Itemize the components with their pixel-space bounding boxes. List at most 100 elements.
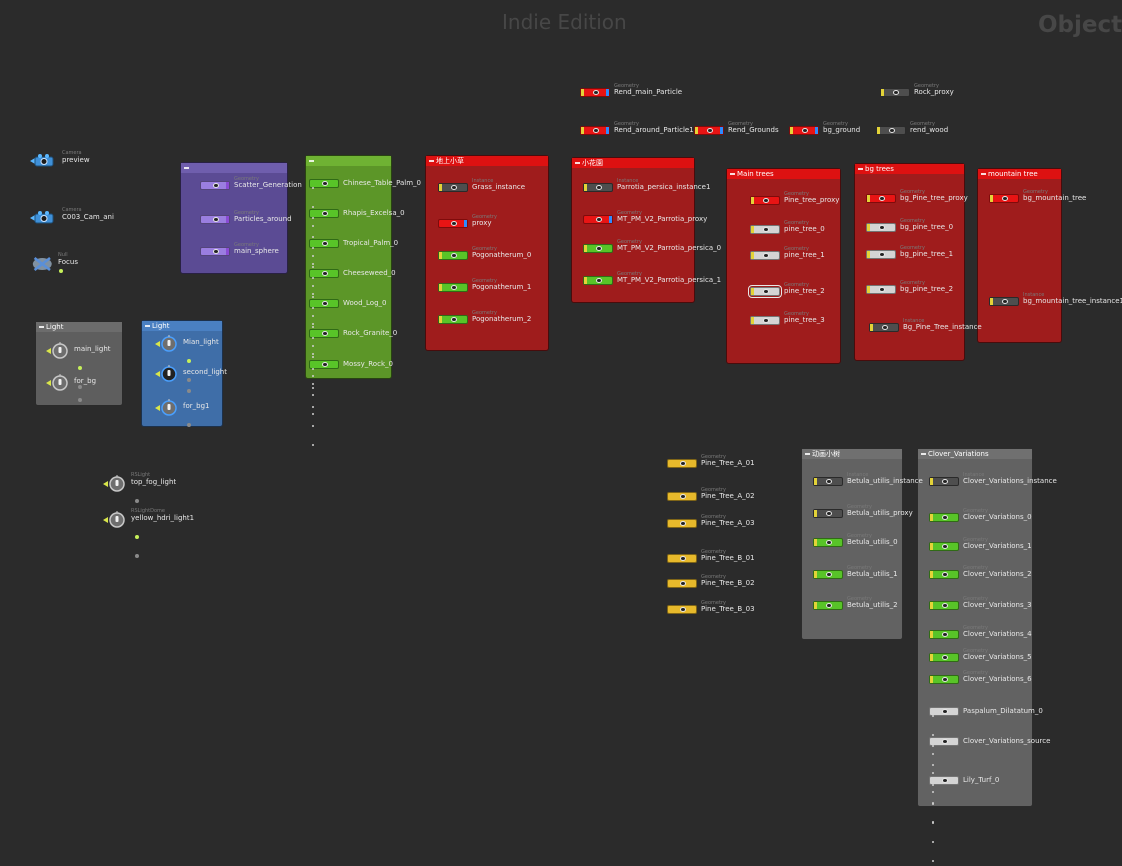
node-body[interactable] — [813, 538, 843, 547]
node-body[interactable] — [929, 737, 959, 746]
node-name-label[interactable]: bg_ground — [823, 126, 861, 134]
node-name-label[interactable]: Paspalum_Dilatatum_0 — [963, 707, 1043, 715]
display-flag[interactable] — [606, 89, 609, 96]
template-flag[interactable] — [814, 571, 817, 578]
node-name-label[interactable]: Clover_Variations_1 — [963, 542, 1032, 550]
node-name-label[interactable]: Pine_tree_proxy — [784, 196, 840, 204]
node-name-label[interactable]: Bg_Pine_Tree_instance — [903, 323, 982, 331]
node-body[interactable] — [309, 269, 339, 278]
node-body[interactable] — [438, 183, 468, 192]
node-name-label[interactable]: yellow_hdri_light1 — [131, 514, 195, 522]
template-flag[interactable] — [584, 277, 587, 284]
template-flag[interactable] — [814, 602, 817, 609]
node-name-label[interactable]: for_bg — [74, 377, 97, 385]
node-name-label[interactable]: Rend_around_Particle1 — [614, 126, 694, 134]
input-connectors[interactable] — [932, 702, 936, 797]
node-body[interactable] — [748, 285, 782, 298]
template-flag[interactable] — [990, 298, 993, 305]
template-flag[interactable] — [867, 286, 870, 293]
node-body[interactable] — [929, 601, 959, 610]
node-name-label[interactable]: Pine_Tree_A_03 — [701, 519, 755, 527]
node-name-label[interactable]: Pine_Tree_B_01 — [701, 554, 755, 562]
node-body[interactable] — [813, 601, 843, 610]
node-name-label[interactable]: Rend_main_Particle — [614, 88, 683, 96]
network-box-header[interactable] — [181, 163, 287, 173]
node-name-label[interactable]: Pine_Tree_A_01 — [701, 459, 755, 467]
display-flag[interactable] — [464, 220, 467, 227]
node-name-label[interactable]: Betula_utilis_1 — [847, 570, 898, 578]
node-body[interactable] — [309, 179, 339, 188]
display-flag[interactable] — [226, 248, 229, 255]
node-body[interactable] — [309, 360, 339, 369]
node-body[interactable] — [200, 247, 230, 256]
template-flag[interactable] — [877, 127, 880, 134]
template-flag[interactable] — [439, 316, 442, 323]
node-name-label[interactable]: bg_pine_tree_0 — [900, 223, 954, 231]
template-flag[interactable] — [581, 127, 584, 134]
node-body[interactable] — [929, 542, 959, 551]
node-body[interactable] — [438, 251, 468, 260]
node-name-label[interactable]: Pogonatherum_2 — [472, 315, 532, 323]
template-flag[interactable] — [790, 127, 793, 134]
node-body[interactable] — [866, 250, 896, 259]
node-body[interactable] — [667, 459, 697, 468]
template-flag[interactable] — [439, 252, 442, 259]
node-name-label[interactable]: Betula_utilis_instance — [847, 477, 923, 485]
node-name-label[interactable]: Grass_instance — [472, 183, 526, 191]
node-body[interactable] — [583, 183, 613, 192]
node-body[interactable] — [583, 244, 613, 253]
node-body[interactable] — [929, 630, 959, 639]
template-flag[interactable] — [751, 288, 754, 295]
node-body[interactable] — [309, 329, 339, 338]
template-flag[interactable] — [814, 478, 817, 485]
template-flag[interactable] — [814, 510, 817, 517]
template-flag[interactable] — [867, 224, 870, 231]
network-box-header[interactable]: mountain tree — [978, 169, 1061, 179]
input-connectors[interactable] — [312, 324, 316, 419]
node-body[interactable] — [667, 605, 697, 614]
template-flag[interactable] — [584, 184, 587, 191]
display-flag[interactable] — [815, 127, 818, 134]
node-name-label[interactable]: Betula_utilis_2 — [847, 601, 898, 609]
node-name-label[interactable]: Pogonatherum_1 — [472, 283, 532, 291]
network-box-header[interactable]: bg trees — [855, 164, 964, 174]
network-box-header[interactable]: Light — [36, 322, 122, 332]
node-body[interactable] — [750, 316, 780, 325]
network-box-light-grey[interactable]: Light — [35, 321, 123, 406]
node-body[interactable] — [667, 554, 697, 563]
network-box-header[interactable]: 地上小草 — [426, 156, 548, 166]
node-body[interactable] — [200, 215, 230, 224]
node-body[interactable] — [813, 509, 843, 518]
node-name-label[interactable]: bg_Pine_tree_proxy — [900, 194, 968, 202]
node-name-label[interactable]: Mian_light — [183, 338, 219, 346]
node-body[interactable] — [989, 194, 1019, 203]
node-body[interactable] — [750, 251, 780, 260]
node-name-label[interactable]: Tropical_Palm_0 — [343, 239, 399, 247]
template-flag[interactable] — [930, 571, 933, 578]
template-flag[interactable] — [581, 89, 584, 96]
node-name-label[interactable]: rend_wood — [910, 126, 949, 134]
node-name-label[interactable]: Pine_Tree_B_03 — [701, 605, 755, 613]
template-flag[interactable] — [751, 252, 754, 259]
node-name-label[interactable]: Clover_Variations_2 — [963, 570, 1032, 578]
node-body[interactable] — [929, 653, 959, 662]
node-name-label[interactable]: bg_pine_tree_1 — [900, 250, 954, 258]
node-name-label[interactable]: MT_PM_V2_Parrotia_proxy — [617, 215, 708, 223]
node-body[interactable] — [866, 285, 896, 294]
template-flag[interactable] — [930, 676, 933, 683]
template-flag[interactable] — [930, 543, 933, 550]
node-body[interactable] — [876, 126, 906, 135]
template-flag[interactable] — [881, 89, 884, 96]
node-body[interactable] — [580, 88, 610, 97]
network-box-header[interactable]: 动画小树 — [802, 449, 902, 459]
node-name-label[interactable]: Rhapis_Excelsa_0 — [343, 209, 405, 217]
node-body[interactable] — [813, 570, 843, 579]
node-name-label[interactable]: Pogonatherum_0 — [472, 251, 532, 259]
node-body[interactable] — [438, 219, 468, 228]
node-body[interactable] — [438, 315, 468, 324]
node-name-label[interactable]: Chinese_Table_Palm_0 — [343, 179, 421, 187]
network-box-clover[interactable]: Clover_Variations — [917, 448, 1033, 807]
node-body[interactable] — [929, 477, 959, 486]
template-flag[interactable] — [867, 251, 870, 258]
display-flag[interactable] — [226, 216, 229, 223]
